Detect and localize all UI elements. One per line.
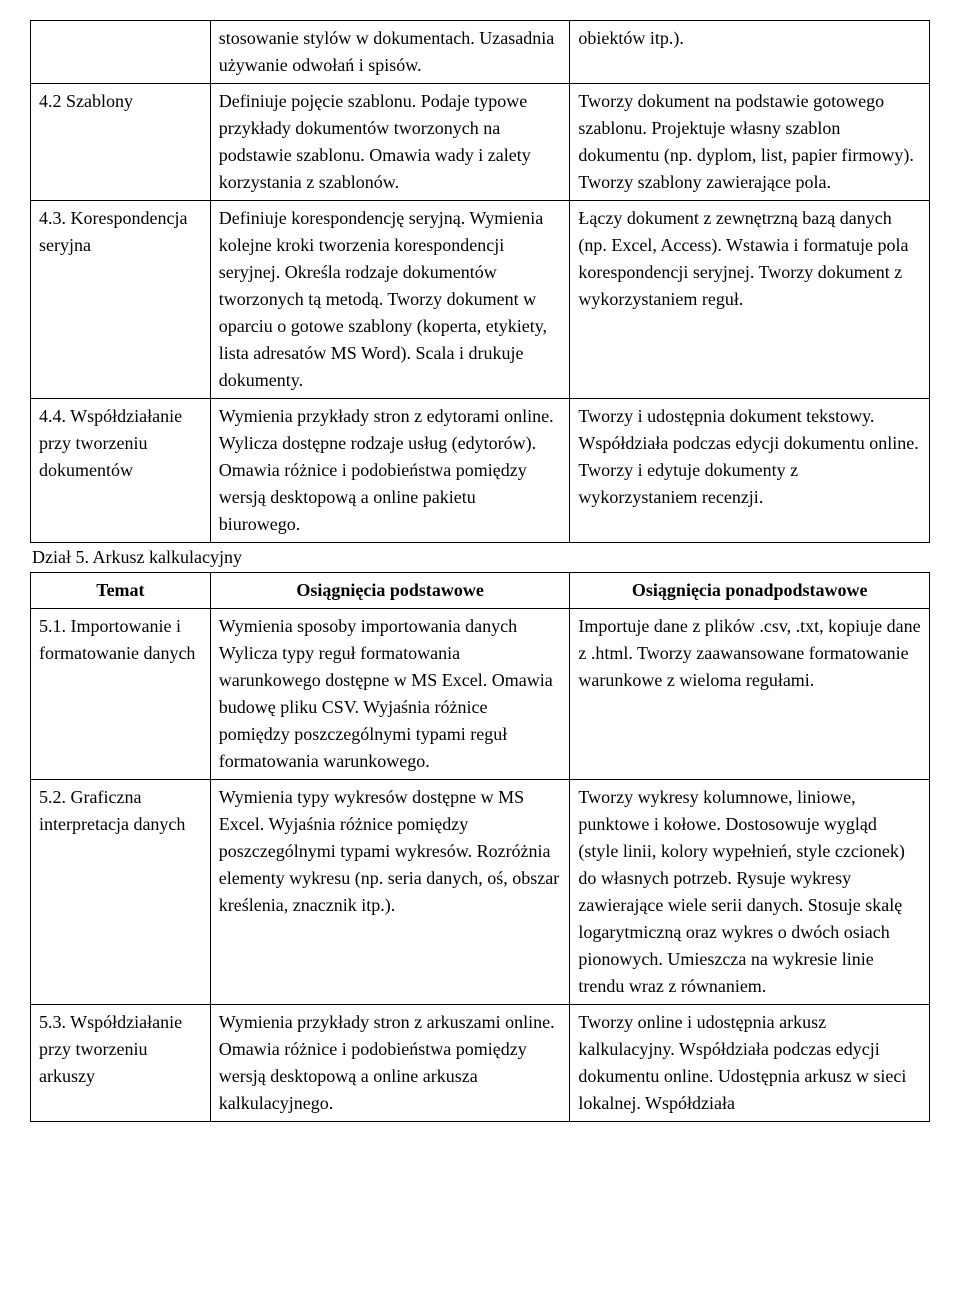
cell-topic: 4.4. Współdziałanie przy tworzeniu dokum… — [31, 399, 211, 543]
table-row: 4.2 Szablony Definiuje pojęcie szablonu.… — [31, 84, 930, 201]
curriculum-table-section5: Temat Osiągnięcia podstawowe Osiągnięcia… — [30, 572, 930, 1122]
table-row: 4.4. Współdziałanie przy tworzeniu dokum… — [31, 399, 930, 543]
cell-topic: 5.3. Współdziałanie przy tworzeniu arkus… — [31, 1005, 211, 1122]
cell-basic: Wymienia sposoby importowania danych Wyl… — [210, 609, 570, 780]
table1-body: stosowanie stylów w dokumentach. Uzasadn… — [31, 21, 930, 543]
cell-basic: Wymienia typy wykresów dostępne w MS Exc… — [210, 780, 570, 1005]
table-row: 5.3. Współdziałanie przy tworzeniu arkus… — [31, 1005, 930, 1122]
cell-basic: stosowanie stylów w dokumentach. Uzasadn… — [210, 21, 570, 84]
header-basic: Osiągnięcia podstawowe — [210, 573, 570, 609]
cell-basic: Definiuje korespondencję seryjną. Wymien… — [210, 201, 570, 399]
cell-extra: Tworzy i udostępnia dokument tekstowy. W… — [570, 399, 930, 543]
curriculum-table-section4: stosowanie stylów w dokumentach. Uzasadn… — [30, 20, 930, 543]
cell-topic: 5.1. Importowanie i formatowanie danych — [31, 609, 211, 780]
table-row: stosowanie stylów w dokumentach. Uzasadn… — [31, 21, 930, 84]
header-topic: Temat — [31, 573, 211, 609]
table-row: 5.1. Importowanie i formatowanie danych … — [31, 609, 930, 780]
table2-body: 5.1. Importowanie i formatowanie danych … — [31, 609, 930, 1122]
header-extra: Osiągnięcia ponadpodstawowe — [570, 573, 930, 609]
cell-topic — [31, 21, 211, 84]
cell-topic: 4.3. Korespondencja seryjna — [31, 201, 211, 399]
cell-basic: Wymienia przykłady stron z arkuszami onl… — [210, 1005, 570, 1122]
cell-extra: Tworzy dokument na podstawie gotowego sz… — [570, 84, 930, 201]
cell-topic: 4.2 Szablony — [31, 84, 211, 201]
cell-extra: obiektów itp.). — [570, 21, 930, 84]
table-row: 5.2. Graficzna interpretacja danych Wymi… — [31, 780, 930, 1005]
cell-extra: Łączy dokument z zewnętrzną bazą danych … — [570, 201, 930, 399]
cell-extra: Tworzy online i udostępnia arkusz kalkul… — [570, 1005, 930, 1122]
cell-basic: Definiuje pojęcie szablonu. Podaje typow… — [210, 84, 570, 201]
cell-extra: Tworzy wykresy kolumnowe, liniowe, punkt… — [570, 780, 930, 1005]
table-row: 4.3. Korespondencja seryjna Definiuje ko… — [31, 201, 930, 399]
cell-topic: 5.2. Graficzna interpretacja danych — [31, 780, 211, 1005]
section-title-5: Dział 5. Arkusz kalkulacyjny — [32, 547, 930, 568]
table-header-row: Temat Osiągnięcia podstawowe Osiągnięcia… — [31, 573, 930, 609]
cell-extra: Importuje dane z plików .csv, .txt, kopi… — [570, 609, 930, 780]
cell-basic: Wymienia przykłady stron z edytorami onl… — [210, 399, 570, 543]
